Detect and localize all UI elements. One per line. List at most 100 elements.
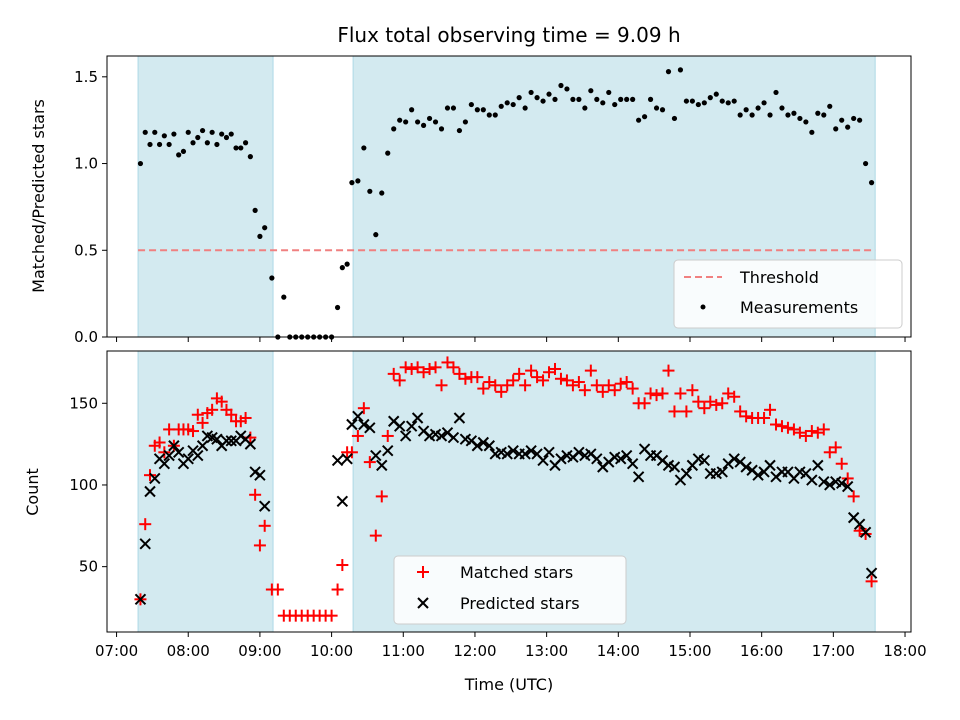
predicted-star-point bbox=[139, 538, 151, 550]
matched-star-point bbox=[829, 441, 842, 454]
predicted-star-point-b bbox=[149, 472, 161, 485]
measurement-point bbox=[468, 101, 474, 108]
predicted-star-point-b bbox=[235, 430, 247, 442]
measurement-point bbox=[749, 112, 755, 118]
matched-star-point bbox=[590, 379, 603, 392]
predicted-star-point bbox=[382, 444, 394, 457]
matched-star-point bbox=[537, 374, 550, 387]
measurement-point bbox=[719, 98, 725, 104]
predicted-star-point-b bbox=[847, 511, 860, 524]
predicted-star-point bbox=[632, 471, 645, 483]
predicted-star-point-b bbox=[746, 464, 758, 476]
matched-star-point bbox=[519, 379, 532, 392]
predicted-star-point-b bbox=[453, 412, 466, 424]
predicted-star-point-b bbox=[220, 435, 233, 447]
predicted-star-point-b bbox=[764, 459, 776, 472]
predicted-star-point bbox=[172, 446, 185, 458]
measurement-point bbox=[701, 100, 707, 106]
matched-star-point bbox=[271, 583, 284, 596]
measurement-point bbox=[247, 154, 253, 160]
predicted-star-point bbox=[258, 500, 271, 512]
x-axis-label: Time (UTC) bbox=[464, 675, 553, 694]
measurement-point bbox=[612, 101, 618, 108]
predicted-star-point-b bbox=[331, 454, 344, 467]
measurement-point bbox=[845, 124, 851, 130]
chart-title: Flux total observing time = 9.09 h bbox=[337, 23, 680, 47]
predicted-star-point-b bbox=[668, 461, 681, 473]
matched-star-point bbox=[387, 367, 400, 380]
predicted-star-point-b bbox=[144, 485, 156, 498]
measurement-point bbox=[582, 105, 588, 111]
matched-stars-points bbox=[134, 356, 878, 622]
top-y-tick-label: 0.5 bbox=[74, 241, 98, 259]
predicted-star-point bbox=[182, 453, 194, 465]
top-legend: Threshold Measurements bbox=[673, 259, 903, 329]
matched-star-point bbox=[336, 559, 349, 572]
measurement-point bbox=[761, 100, 767, 106]
matched-star-point bbox=[740, 410, 753, 423]
measurement-point bbox=[219, 131, 225, 137]
matched-star-point bbox=[770, 418, 783, 431]
predicted-star-point-b bbox=[376, 459, 388, 472]
predicted-star-point-b bbox=[519, 448, 531, 460]
measurement-point bbox=[361, 145, 367, 151]
predicted-star-point-b bbox=[812, 459, 824, 472]
measurement-point bbox=[161, 133, 167, 139]
predicted-star-point bbox=[336, 495, 349, 508]
measurement-point bbox=[606, 89, 612, 96]
predicted-star-point-b bbox=[346, 418, 358, 431]
predicted-star-point bbox=[620, 449, 633, 462]
measurement-point bbox=[257, 233, 263, 239]
predicted-star-point-b bbox=[459, 433, 472, 445]
predicted-star-point-b bbox=[139, 538, 151, 550]
predicted-stars-points bbox=[134, 410, 878, 606]
predicted-star-point bbox=[859, 526, 872, 539]
matched-star-point bbox=[405, 362, 418, 375]
matched-star-point bbox=[859, 527, 872, 540]
predicted-star-point-b bbox=[698, 454, 711, 467]
predicted-star-point bbox=[836, 477, 848, 490]
matched-star-point bbox=[507, 374, 520, 387]
matched-star-point bbox=[363, 456, 376, 469]
predicted-star-point bbox=[525, 444, 537, 457]
measurement-point bbox=[238, 145, 244, 151]
predicted-star-point-b bbox=[370, 449, 382, 462]
predicted-star-point-b bbox=[182, 453, 194, 465]
predicted-star-point bbox=[806, 474, 818, 486]
matched-star-point bbox=[650, 389, 663, 402]
measurement-point bbox=[528, 89, 534, 96]
measurement-point bbox=[180, 148, 187, 155]
top-x-ticks bbox=[116, 337, 906, 342]
predicted-star-point bbox=[393, 420, 406, 432]
measurement-point bbox=[659, 107, 666, 113]
matched-star-point bbox=[596, 385, 609, 398]
predicted-star-point bbox=[824, 479, 836, 491]
predicted-star-point-b bbox=[168, 440, 180, 452]
matched-star-point bbox=[548, 362, 561, 375]
measurement-point bbox=[564, 86, 570, 92]
measurement-point bbox=[815, 110, 821, 116]
matched-star-point bbox=[865, 575, 878, 588]
predicted-star-point-b bbox=[465, 435, 478, 447]
predicted-star-point bbox=[211, 433, 223, 445]
matched-star-point bbox=[345, 446, 358, 459]
predicted-star-point-b bbox=[818, 475, 830, 488]
matched-star-point bbox=[153, 436, 166, 449]
matched-star-point bbox=[258, 519, 271, 532]
predicted-star-point bbox=[519, 448, 531, 460]
predicted-star-point bbox=[341, 453, 353, 465]
predicted-star-point-b bbox=[507, 444, 519, 457]
predicted-star-point-b bbox=[841, 480, 854, 493]
measurement-point bbox=[334, 304, 341, 311]
predicted-star-point-b bbox=[632, 471, 645, 483]
matched-star-point bbox=[764, 403, 777, 416]
measurement-point bbox=[344, 261, 350, 267]
legend-matched-plus bbox=[417, 566, 429, 578]
measurement-point bbox=[233, 145, 239, 151]
predicted-star-point-b bbox=[341, 453, 353, 465]
predicted-star-point-b bbox=[411, 412, 424, 424]
measurement-point bbox=[456, 127, 463, 134]
predicted-star-point-b bbox=[800, 467, 812, 480]
matched-star-point bbox=[471, 371, 484, 384]
